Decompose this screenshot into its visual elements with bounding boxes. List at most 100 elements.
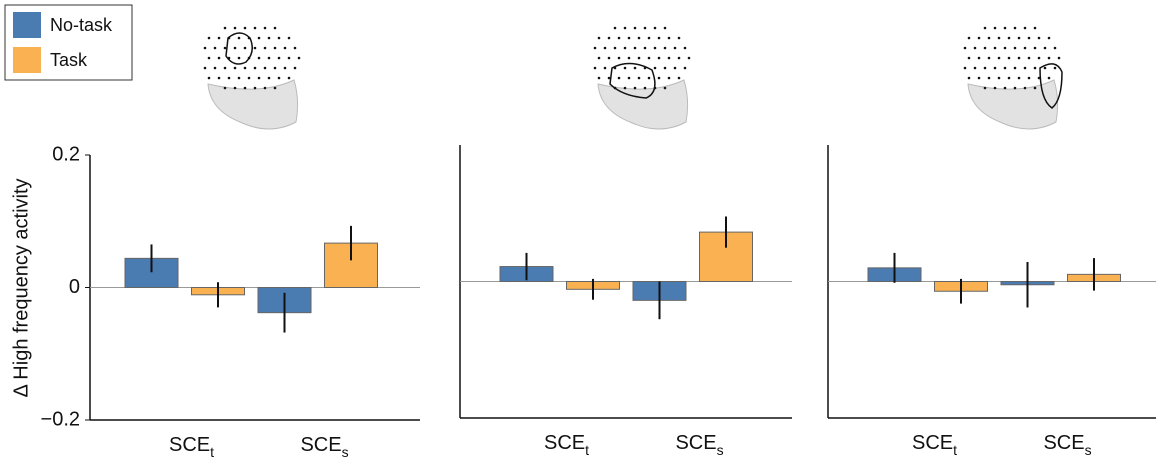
electrode bbox=[978, 77, 981, 80]
electrode bbox=[264, 67, 267, 70]
figure: No-task Task Δ High frequency activity −… bbox=[0, 0, 1160, 471]
electrode bbox=[274, 27, 277, 30]
legend-swatch bbox=[13, 47, 41, 73]
electrode bbox=[288, 57, 291, 60]
electrode bbox=[668, 37, 671, 40]
electrode bbox=[964, 47, 967, 50]
electrode bbox=[254, 47, 257, 50]
electrode bbox=[1034, 27, 1037, 30]
electrode bbox=[998, 37, 1001, 40]
electrode bbox=[254, 87, 257, 90]
electrode bbox=[1004, 27, 1007, 30]
electrode bbox=[258, 37, 261, 40]
legend-label: No-task bbox=[50, 15, 113, 35]
electrode bbox=[1034, 87, 1037, 90]
electrode bbox=[288, 77, 291, 80]
electrode bbox=[1038, 37, 1041, 40]
electrode bbox=[1024, 67, 1027, 70]
electrode bbox=[654, 27, 657, 30]
electrode bbox=[238, 77, 241, 80]
electrode bbox=[658, 37, 661, 40]
electrode bbox=[274, 87, 277, 90]
category-name: SCE bbox=[169, 434, 210, 456]
electrode bbox=[628, 57, 631, 60]
electrode bbox=[1054, 67, 1057, 70]
category-name: SCE bbox=[912, 432, 953, 454]
electrode bbox=[1018, 57, 1021, 60]
electrode bbox=[1008, 37, 1011, 40]
electrode bbox=[1034, 67, 1037, 70]
electrode bbox=[1028, 57, 1031, 60]
electrode bbox=[594, 47, 597, 50]
x-tick-label: SCEs bbox=[300, 434, 348, 459]
x-tick-label: SCEs bbox=[1043, 432, 1091, 457]
electrode bbox=[274, 67, 277, 70]
category-subscript: s bbox=[717, 442, 724, 458]
electrode bbox=[1024, 87, 1027, 90]
electrode bbox=[624, 27, 627, 30]
electrode bbox=[634, 67, 637, 70]
electrode bbox=[638, 77, 641, 80]
category-subscript: s bbox=[1085, 442, 1092, 458]
electrode bbox=[244, 67, 247, 70]
electrode bbox=[984, 27, 987, 30]
electrode bbox=[1044, 67, 1047, 70]
electrode bbox=[664, 67, 667, 70]
electrode bbox=[278, 77, 281, 80]
electrode bbox=[658, 57, 661, 60]
electrode bbox=[674, 47, 677, 50]
legend: No-task Task bbox=[5, 5, 132, 80]
electrode bbox=[614, 47, 617, 50]
electrode bbox=[678, 57, 681, 60]
electrode bbox=[644, 87, 647, 90]
electrode bbox=[218, 77, 221, 80]
electrode bbox=[988, 57, 991, 60]
electrode bbox=[1014, 87, 1017, 90]
electrode bbox=[204, 67, 207, 70]
electrode bbox=[234, 67, 237, 70]
electrode bbox=[224, 47, 227, 50]
electrode bbox=[638, 57, 641, 60]
electrode bbox=[284, 67, 287, 70]
electrode bbox=[238, 37, 241, 40]
electrode bbox=[218, 37, 221, 40]
category-subscript: t bbox=[210, 444, 214, 460]
electrode bbox=[244, 87, 247, 90]
electrode bbox=[1004, 67, 1007, 70]
electrode bbox=[214, 47, 217, 50]
electrode bbox=[1018, 37, 1021, 40]
electrode bbox=[634, 47, 637, 50]
electrode bbox=[658, 77, 661, 80]
electrode bbox=[218, 57, 221, 60]
electrode bbox=[1048, 37, 1051, 40]
electrode bbox=[208, 57, 211, 60]
electrode bbox=[644, 47, 647, 50]
electrode bbox=[1004, 87, 1007, 90]
electrode bbox=[968, 57, 971, 60]
electrode bbox=[974, 47, 977, 50]
electrode bbox=[234, 87, 237, 90]
y-tick-label: −0.2 bbox=[41, 408, 80, 430]
electrode bbox=[604, 67, 607, 70]
electrode bbox=[644, 27, 647, 30]
electrode bbox=[608, 37, 611, 40]
electrode bbox=[234, 27, 237, 30]
electrode bbox=[268, 57, 271, 60]
electrode bbox=[598, 57, 601, 60]
electrode bbox=[688, 57, 691, 60]
legend-swatch bbox=[13, 12, 41, 38]
electrode bbox=[1014, 47, 1017, 50]
electrode bbox=[598, 37, 601, 40]
electrode bbox=[604, 47, 607, 50]
electrode bbox=[648, 37, 651, 40]
electrode bbox=[1024, 47, 1027, 50]
electrode bbox=[1008, 77, 1011, 80]
electrode bbox=[664, 87, 667, 90]
electrode bbox=[224, 27, 227, 30]
electrode bbox=[264, 47, 267, 50]
electrode bbox=[1028, 77, 1031, 80]
category-subscript: t bbox=[953, 442, 957, 458]
electrode bbox=[1048, 77, 1051, 80]
electrode bbox=[258, 77, 261, 80]
electrode bbox=[294, 67, 297, 70]
